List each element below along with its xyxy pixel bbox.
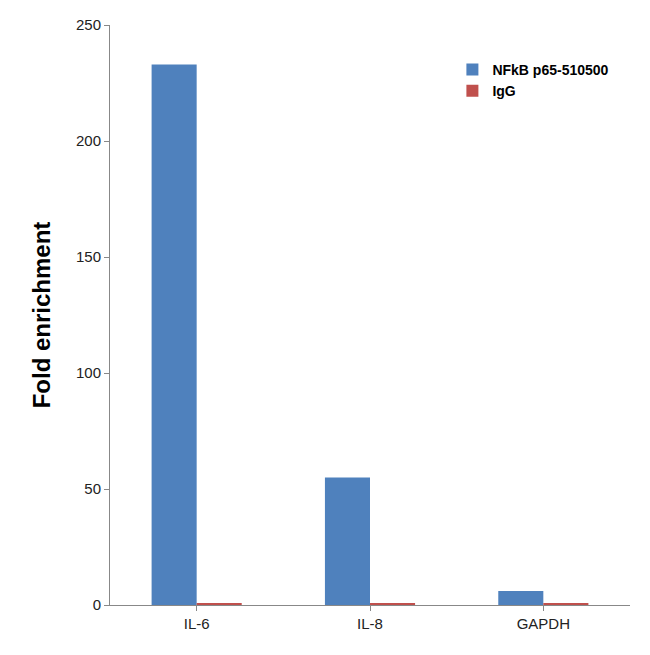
svg-text:250: 250 — [76, 16, 101, 33]
svg-text:150: 150 — [76, 248, 101, 265]
svg-text:IgG: IgG — [492, 83, 515, 99]
svg-text:GAPDH: GAPDH — [517, 615, 570, 632]
svg-text:0: 0 — [93, 596, 101, 613]
svg-text:IL-8: IL-8 — [357, 615, 383, 632]
svg-text:200: 200 — [76, 132, 101, 149]
svg-text:100: 100 — [76, 364, 101, 381]
svg-text:IL-6: IL-6 — [184, 615, 210, 632]
svg-text:Fold enrichment: Fold enrichment — [28, 222, 55, 409]
svg-text:50: 50 — [84, 480, 101, 497]
svg-text:NFkB p65-510500: NFkB p65-510500 — [492, 62, 608, 78]
